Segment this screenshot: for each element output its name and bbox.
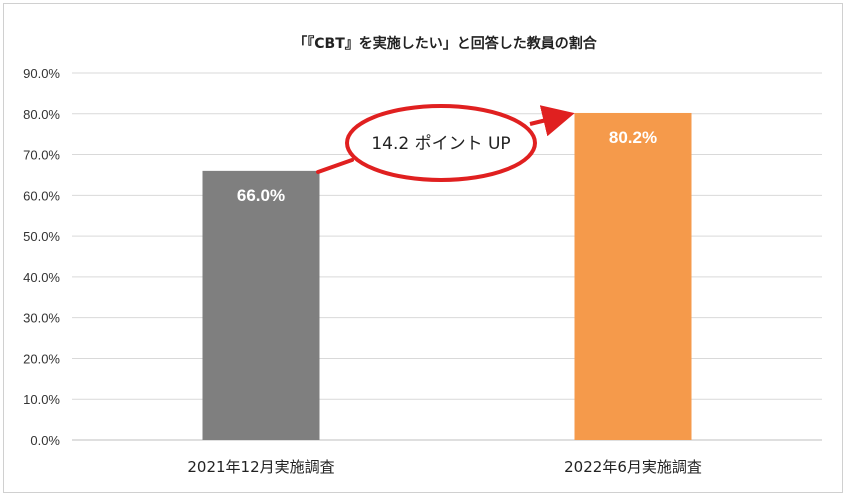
arrow-tail (316, 158, 354, 174)
bar (202, 170, 320, 440)
chart-frame (3, 3, 843, 493)
y-tick-label: 70.0% (23, 148, 60, 163)
data-label: 80.2% (609, 128, 657, 147)
y-tick-label: 60.0% (23, 188, 60, 203)
callout-ellipse (345, 104, 537, 182)
y-tick-label: 90.0% (23, 66, 60, 81)
y-tick-label: 40.0% (23, 270, 60, 285)
bar (574, 112, 692, 440)
y-tick-label: 0.0% (30, 433, 60, 448)
x-category-label: 2022年6月実施調査 (564, 458, 702, 476)
y-tick-label: 30.0% (23, 311, 60, 326)
y-tick-label: 50.0% (23, 229, 60, 244)
arrow-head (529, 105, 575, 137)
y-axis-ticks: 0.0% 10.0% 20.0% 30.0% 40.0% 50.0% 60.0% 70.0% 8… (23, 66, 60, 448)
y-tick-label: 10.0% (23, 392, 60, 407)
data-label: 66.0% (237, 186, 285, 205)
annotation-text: 14.2 ポイント UP (371, 134, 510, 154)
x-category-label: 2021年12月実施調査 (187, 458, 334, 476)
bars: 66.0% 80.2% (202, 112, 692, 440)
x-axis-categories: 2021年12月実施調査 2022年6月実施調査 (187, 458, 701, 476)
chart-title: 「『CBT』を実施したい」と回答した教員の割合 (293, 35, 597, 52)
annotation-callout: 14.2 ポイント UP (316, 104, 575, 182)
y-tick-label: 20.0% (23, 351, 60, 366)
y-tick-label: 80.0% (23, 107, 60, 122)
